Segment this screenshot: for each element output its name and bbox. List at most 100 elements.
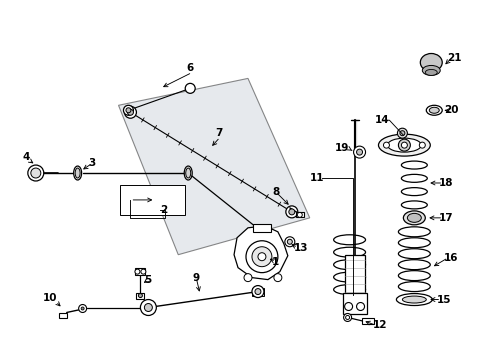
Circle shape bbox=[288, 209, 294, 215]
Ellipse shape bbox=[75, 168, 80, 178]
Text: 16: 16 bbox=[443, 253, 458, 263]
Bar bbox=[342, 293, 366, 315]
Circle shape bbox=[31, 168, 41, 178]
Text: 18: 18 bbox=[438, 178, 453, 188]
Text: 1: 1 bbox=[271, 257, 279, 267]
Bar bbox=[361, 319, 373, 324]
Bar bbox=[135, 268, 145, 275]
Ellipse shape bbox=[401, 174, 427, 182]
Circle shape bbox=[140, 300, 156, 315]
Ellipse shape bbox=[428, 107, 438, 113]
Bar bbox=[295, 212, 303, 217]
Circle shape bbox=[273, 274, 281, 282]
Text: 14: 14 bbox=[374, 115, 388, 125]
Circle shape bbox=[254, 289, 261, 294]
Ellipse shape bbox=[425, 69, 436, 75]
Bar bbox=[136, 293, 144, 298]
Circle shape bbox=[126, 108, 131, 113]
Circle shape bbox=[356, 302, 364, 310]
Text: 2: 2 bbox=[160, 205, 167, 215]
Ellipse shape bbox=[396, 293, 431, 306]
Bar bbox=[59, 313, 66, 318]
Ellipse shape bbox=[333, 235, 365, 245]
Ellipse shape bbox=[401, 188, 427, 195]
Ellipse shape bbox=[398, 271, 429, 280]
Circle shape bbox=[398, 139, 409, 151]
Circle shape bbox=[135, 269, 140, 274]
Circle shape bbox=[127, 109, 133, 115]
Ellipse shape bbox=[184, 166, 192, 180]
Circle shape bbox=[401, 142, 407, 148]
Ellipse shape bbox=[398, 282, 429, 292]
Circle shape bbox=[138, 293, 142, 298]
Text: 13: 13 bbox=[293, 243, 307, 253]
Circle shape bbox=[141, 269, 145, 274]
Polygon shape bbox=[234, 226, 287, 280]
Circle shape bbox=[245, 241, 277, 273]
Ellipse shape bbox=[420, 54, 441, 71]
Bar bbox=[120, 185, 185, 215]
Circle shape bbox=[345, 315, 349, 319]
Circle shape bbox=[397, 128, 407, 138]
Ellipse shape bbox=[378, 134, 429, 156]
Polygon shape bbox=[118, 78, 309, 255]
Text: 6: 6 bbox=[186, 63, 193, 73]
Ellipse shape bbox=[401, 201, 427, 209]
Circle shape bbox=[383, 142, 388, 148]
Circle shape bbox=[251, 247, 271, 267]
Text: 10: 10 bbox=[42, 293, 57, 302]
Ellipse shape bbox=[333, 285, 365, 294]
Bar bbox=[344, 255, 364, 300]
Bar bbox=[252, 224, 270, 232]
Circle shape bbox=[285, 237, 294, 247]
Text: 3: 3 bbox=[88, 158, 96, 168]
Text: 8: 8 bbox=[271, 187, 279, 197]
Circle shape bbox=[287, 239, 292, 244]
Circle shape bbox=[343, 314, 351, 321]
Circle shape bbox=[297, 212, 302, 217]
Circle shape bbox=[356, 149, 362, 155]
Ellipse shape bbox=[401, 161, 427, 169]
Ellipse shape bbox=[398, 238, 429, 248]
Ellipse shape bbox=[333, 272, 365, 282]
Ellipse shape bbox=[333, 247, 365, 257]
Text: 7: 7 bbox=[215, 128, 222, 138]
Ellipse shape bbox=[398, 260, 429, 270]
Text: 12: 12 bbox=[372, 320, 386, 330]
Circle shape bbox=[79, 305, 86, 312]
Circle shape bbox=[81, 307, 84, 310]
Text: 19: 19 bbox=[334, 143, 348, 153]
Circle shape bbox=[185, 84, 195, 93]
Ellipse shape bbox=[386, 138, 421, 152]
Circle shape bbox=[285, 206, 297, 218]
Text: 11: 11 bbox=[309, 173, 324, 183]
Circle shape bbox=[251, 285, 264, 298]
Circle shape bbox=[124, 106, 136, 118]
Circle shape bbox=[353, 146, 365, 158]
Bar bbox=[251, 288, 264, 296]
Text: 5: 5 bbox=[144, 275, 151, 285]
Ellipse shape bbox=[403, 211, 425, 225]
Circle shape bbox=[399, 131, 404, 136]
Circle shape bbox=[419, 142, 425, 148]
Circle shape bbox=[123, 105, 133, 115]
Ellipse shape bbox=[407, 213, 421, 222]
Ellipse shape bbox=[426, 105, 441, 115]
Text: 15: 15 bbox=[436, 294, 451, 305]
Circle shape bbox=[344, 302, 352, 310]
Circle shape bbox=[244, 274, 251, 282]
Ellipse shape bbox=[333, 260, 365, 270]
Ellipse shape bbox=[422, 66, 439, 75]
Ellipse shape bbox=[402, 296, 426, 303]
Ellipse shape bbox=[398, 249, 429, 259]
Circle shape bbox=[144, 303, 152, 311]
Circle shape bbox=[28, 165, 44, 181]
Text: 9: 9 bbox=[192, 273, 199, 283]
Ellipse shape bbox=[398, 227, 429, 237]
Text: 20: 20 bbox=[443, 105, 458, 115]
Text: 4: 4 bbox=[23, 152, 30, 162]
Ellipse shape bbox=[74, 166, 81, 180]
Circle shape bbox=[258, 253, 265, 261]
Text: 21: 21 bbox=[447, 54, 461, 63]
Ellipse shape bbox=[185, 168, 190, 178]
